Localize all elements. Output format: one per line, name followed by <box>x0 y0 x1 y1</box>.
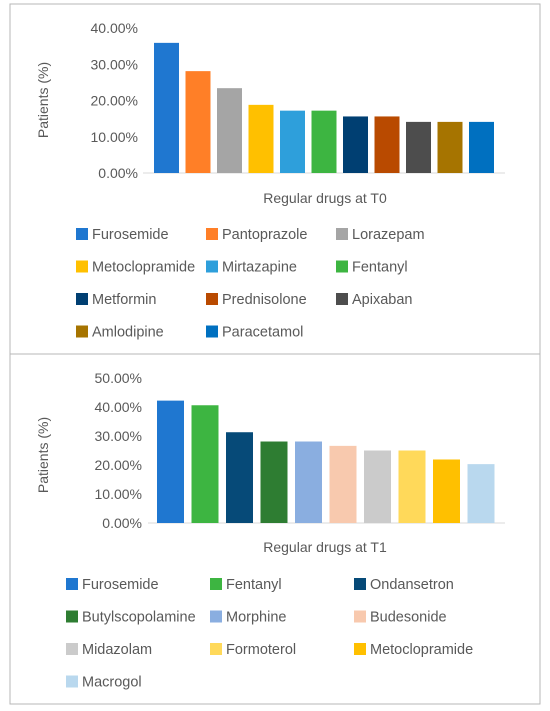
bars-t0 <box>154 42 494 173</box>
legend-t1: Furosemide Fentanyl Ondansetron Butylscopol… <box>66 577 473 691</box>
legend-label-macrogol-t1: Macrogol <box>82 675 142 691</box>
legend-swatch-ondansetron-t1 <box>354 578 366 590</box>
legend-swatch-apixaban-t0 <box>336 293 348 305</box>
bar-macrogol-t1 <box>467 464 495 523</box>
legend-label-midazolam-t1: Midazolam <box>82 642 152 658</box>
legend-swatch-metoclopramide-t0 <box>76 260 88 273</box>
legend-swatch-amlodipine-t0 <box>76 325 88 338</box>
bar-apixaban-t0 <box>406 121 431 173</box>
legend-swatch-macrogol-t1 <box>66 675 78 688</box>
bar-butylscopolamine-t1 <box>260 441 288 523</box>
y-tick-label-t1: 20.00% <box>95 457 142 473</box>
legend-swatch-formoterol-t1 <box>210 643 222 655</box>
legend-swatch-pantoprazole-t0 <box>206 228 218 240</box>
legend-label-fentanyl-t1: Fentanyl <box>226 577 282 593</box>
bar-furosemide-t1 <box>157 400 184 523</box>
y-tick-label-t0: 0.00% <box>98 165 138 181</box>
y-axis-title-t0: Patients (%) <box>35 62 51 138</box>
y-tick-label-t1: 30.00% <box>95 428 142 444</box>
x-axis-title-t1: Regular drugs at T1 <box>263 539 387 555</box>
legend-label-mirtazapine-t0: Mirtazapine <box>222 260 297 276</box>
legend-label-metformin-t0: Metformin <box>92 292 156 308</box>
legend-label-fentanyl-t0: Fentanyl <box>352 260 408 276</box>
panel-border-t1 <box>9 353 541 705</box>
legend-label-formoterol-t1: Formoterol <box>226 642 296 658</box>
chart-panel-t0: Patients (%) Regular drugs at T0 0.00% 10… <box>9 3 541 355</box>
y-tick-labels-t0: 0.00% 10.00% 20.00% 30.00% 40.00% <box>91 20 138 181</box>
legend-swatch-lorazepam-t0 <box>336 228 348 240</box>
bar-metoclopramide-t0 <box>248 104 274 173</box>
bar-fentanyl-t1 <box>191 405 219 523</box>
legend-swatch-midazolam-t1 <box>66 643 78 655</box>
legend-label-pantoprazole-t0: Pantoprazole <box>222 227 307 243</box>
y-tick-label-t0: 30.00% <box>91 56 138 72</box>
legend-swatch-fentanyl-t1 <box>210 578 222 590</box>
bar-furosemide-t0 <box>154 42 179 173</box>
legend-label-budesonide-t1: Budesonide <box>370 610 447 626</box>
legend-swatch-butylscopolamine-t1 <box>66 610 78 623</box>
legend-label-butylscopolamine-t1: Butylscopolamine <box>82 610 196 626</box>
legend-label-paracetamol-t0: Paracetamol <box>222 325 303 341</box>
legend-label-metoclopramide-t1: Metoclopramide <box>370 642 473 658</box>
bar-metoclopramide-t1 <box>433 459 460 523</box>
y-tick-labels-t1: 0.00% 10.00% 20.00% 30.00% 40.00% 50.00% <box>95 370 142 531</box>
y-tick-label-t0: 10.00% <box>91 129 138 145</box>
bar-formoterol-t1 <box>398 450 426 523</box>
legend-swatch-paracetamol-t0 <box>206 325 218 338</box>
y-tick-label-t1: 0.00% <box>102 515 142 531</box>
legend-label-morphine-t1: Morphine <box>226 610 286 626</box>
bar-metformin-t0 <box>343 116 368 173</box>
bars-t1 <box>157 400 495 523</box>
legend-label-amlodipine-t0: Amlodipine <box>92 325 164 341</box>
y-tick-label-t1: 40.00% <box>95 399 142 415</box>
y-axis-title-t1: Patients (%) <box>35 417 51 493</box>
y-tick-label-t0: 40.00% <box>91 20 138 36</box>
legend-swatch-fentanyl-t0 <box>336 260 348 273</box>
y-tick-label-t1: 10.00% <box>95 486 142 502</box>
chart-panel-t1: Patients (%) Regular drugs at T1 0.00% 10… <box>9 353 541 705</box>
y-tick-label-t0: 20.00% <box>91 93 138 109</box>
legend-swatch-furosemide-t0 <box>76 228 88 240</box>
legend-label-prednisolone-t0: Prednisolone <box>222 292 307 308</box>
legend-swatch-furosemide-t1 <box>66 578 78 590</box>
legend-label-apixaban-t0: Apixaban <box>352 292 412 308</box>
bar-fentanyl-t0 <box>311 110 337 173</box>
bar-amlodipine-t0 <box>437 121 463 173</box>
legend-swatch-prednisolone-t0 <box>206 293 218 305</box>
bar-lorazepam-t0 <box>217 88 242 173</box>
bar-mirtazapine-t0 <box>280 110 305 173</box>
bar-paracetamol-t0 <box>469 121 494 173</box>
bar-midazolam-t1 <box>364 450 391 523</box>
legend-label-furosemide-t1: Furosemide <box>82 577 159 593</box>
legend-swatch-metformin-t0 <box>76 293 88 305</box>
x-axis-title-t0: Regular drugs at T0 <box>263 190 387 206</box>
legend-label-lorazepam-t0: Lorazepam <box>352 227 425 243</box>
y-tick-label-t1: 50.00% <box>95 370 142 386</box>
legend-t0: Furosemide Pantoprazole Lorazepam Metoclopr… <box>76 227 425 341</box>
bar-budesonide-t1 <box>329 445 357 523</box>
legend-label-furosemide-t0: Furosemide <box>92 227 169 243</box>
bar-prednisolone-t0 <box>374 116 400 173</box>
legend-label-ondansetron-t1: Ondansetron <box>370 577 454 593</box>
bar-pantoprazole-t0 <box>185 71 211 173</box>
legend-swatch-morphine-t1 <box>210 610 222 623</box>
legend-swatch-metoclopramide-t1 <box>354 643 366 655</box>
legend-swatch-budesonide-t1 <box>354 610 366 623</box>
bar-morphine-t1 <box>295 441 322 523</box>
legend-swatch-mirtazapine-t0 <box>206 260 218 273</box>
bar-ondansetron-t1 <box>226 432 253 523</box>
legend-label-metoclopramide-t0: Metoclopramide <box>92 260 195 276</box>
